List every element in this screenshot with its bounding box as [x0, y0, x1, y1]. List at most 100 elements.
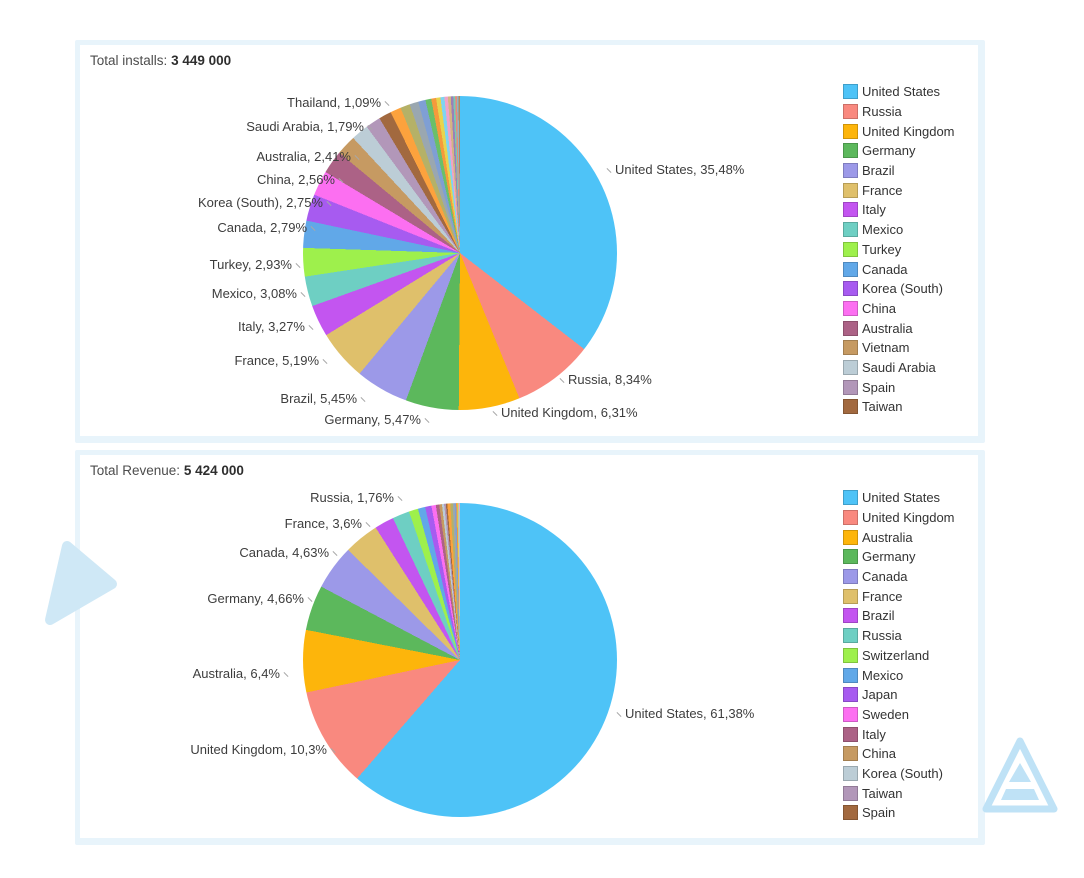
legend-label: Korea (South) [862, 765, 943, 781]
installs-legend: United States Russia United Kingdom Germany… [843, 82, 1043, 417]
legend-item-mexico[interactable]: Mexico [843, 220, 1043, 240]
legend-item-switzerland[interactable]: Switzerland [843, 646, 1043, 666]
slice-label-germany: Germany, 5,47% [324, 412, 430, 427]
slice-label-united-states: United States, 61,38% [616, 706, 754, 721]
legend-swatch [843, 84, 858, 100]
legend-item-korea-south-[interactable]: Korea (South) [843, 279, 1043, 299]
legend-item-united-kingdom[interactable]: United Kingdom [843, 508, 1043, 528]
legend-label: Mexico [862, 222, 904, 238]
legend-item-russia[interactable]: Russia [843, 102, 1043, 122]
legend-label: Vietnam [862, 340, 910, 356]
legend-label: France [862, 588, 903, 604]
revenue-legend: United States United Kingdom Australia Germ… [843, 488, 1043, 823]
legend-swatch [843, 261, 858, 277]
legend-swatch [843, 222, 858, 238]
installs-panel-inner: Total installs: 3 449 000 Thailand, 1,09… [80, 45, 978, 436]
legend-item-china[interactable]: China [843, 744, 1043, 764]
legend-swatch [843, 785, 858, 801]
legend-label: Italy [862, 202, 886, 218]
legend-swatch [843, 399, 858, 415]
legend-item-taiwan[interactable]: Taiwan [843, 783, 1043, 803]
legend-label: Sweden [862, 706, 909, 722]
legend-swatch [843, 202, 858, 218]
legend-label: United Kingdom [862, 510, 955, 526]
legend-item-spain[interactable]: Spain [843, 377, 1043, 397]
legend-label: Japan [862, 687, 898, 703]
legend-swatch [843, 628, 858, 644]
legend-swatch [843, 163, 858, 179]
legend-label: Taiwan [862, 399, 903, 415]
legend-label: United States [862, 490, 941, 506]
decor-triangle [45, 541, 117, 625]
legend-item-russia[interactable]: Russia [843, 626, 1043, 646]
legend-label: Brazil [862, 163, 895, 179]
legend-swatch [843, 340, 858, 356]
legend-swatch [843, 123, 858, 139]
legend-item-taiwan[interactable]: Taiwan [843, 397, 1043, 417]
legend-swatch [843, 549, 858, 565]
legend-label: Spain [862, 805, 896, 821]
revenue-pie-chart[interactable] [303, 503, 617, 817]
legend-swatch [843, 379, 858, 395]
slice-label-australia: Australia, 2,41% [256, 149, 360, 164]
legend-item-france[interactable]: France [843, 586, 1043, 606]
legend-item-vietnam[interactable]: Vietnam [843, 338, 1043, 358]
legend-item-united-states[interactable]: United States [843, 82, 1043, 102]
slice-label-france: France, 3,6% [285, 516, 371, 531]
legend-item-canada[interactable]: Canada [843, 567, 1043, 587]
slice-label-france: France, 5,19% [234, 353, 328, 368]
legend-item-brazil[interactable]: Brazil [843, 161, 1043, 181]
legend-swatch [843, 320, 858, 336]
legend-label: Germany [862, 549, 916, 565]
legend-item-germany[interactable]: Germany [843, 547, 1043, 567]
slice-label-russia: Russia, 1,76% [310, 490, 403, 505]
legend-label: Korea (South) [862, 281, 943, 297]
legend-label: United States [862, 84, 941, 100]
brand-logo-icon [982, 737, 1058, 813]
legend-label: Germany [862, 143, 916, 159]
legend-label: Brazil [862, 608, 895, 624]
legend-label: Italy [862, 726, 886, 742]
slice-label-united-kingdom: United Kingdom, 10,3% [190, 742, 336, 757]
legend-item-australia[interactable]: Australia [843, 318, 1043, 338]
legend-label: Spain [862, 379, 896, 395]
legend-item-france[interactable]: France [843, 180, 1043, 200]
installs-panel: Total installs: 3 449 000 Thailand, 1,09… [75, 40, 985, 443]
legend-item-germany[interactable]: Germany [843, 141, 1043, 161]
legend-label: Russia [862, 104, 902, 120]
legend-item-saudi-arabia[interactable]: Saudi Arabia [843, 358, 1043, 378]
legend-item-japan[interactable]: Japan [843, 685, 1043, 705]
legend-item-brazil[interactable]: Brazil [843, 606, 1043, 626]
legend-swatch [843, 667, 858, 683]
legend-item-united-kingdom[interactable]: United Kingdom [843, 121, 1043, 141]
legend-label: China [862, 300, 896, 316]
legend-label: Saudi Arabia [862, 359, 936, 375]
legend-swatch [843, 805, 858, 821]
slice-label-united-kingdom: United Kingdom, 6,31% [492, 405, 638, 420]
legend-item-sweden[interactable]: Sweden [843, 705, 1043, 725]
installs-title-value: 3 449 000 [171, 53, 232, 68]
legend-label: Mexico [862, 667, 904, 683]
legend-label: France [862, 182, 903, 198]
legend-label: Australia [862, 320, 913, 336]
legend-label: Russia [862, 628, 902, 644]
legend-item-china[interactable]: China [843, 299, 1043, 319]
legend-item-canada[interactable]: Canada [843, 259, 1043, 279]
legend-item-italy[interactable]: Italy [843, 724, 1043, 744]
legend-item-italy[interactable]: Italy [843, 200, 1043, 220]
revenue-panel-inner: Total Revenue: 5 424 000 Russia, 1,76% F… [80, 455, 978, 838]
revenue-title-value: 5 424 000 [183, 463, 244, 478]
installs-pie-chart[interactable] [303, 96, 617, 410]
legend-item-united-states[interactable]: United States [843, 488, 1043, 508]
legend-item-spain[interactable]: Spain [843, 803, 1043, 823]
legend-item-turkey[interactable]: Turkey [843, 240, 1043, 260]
legend-swatch [843, 569, 858, 585]
legend-label: Switzerland [862, 647, 930, 663]
legend-label: Australia [862, 529, 913, 545]
legend-swatch [843, 588, 858, 604]
legend-item-australia[interactable]: Australia [843, 527, 1043, 547]
legend-item-korea-south-[interactable]: Korea (South) [843, 764, 1043, 784]
legend-swatch [843, 746, 858, 762]
legend-item-mexico[interactable]: Mexico [843, 665, 1043, 685]
